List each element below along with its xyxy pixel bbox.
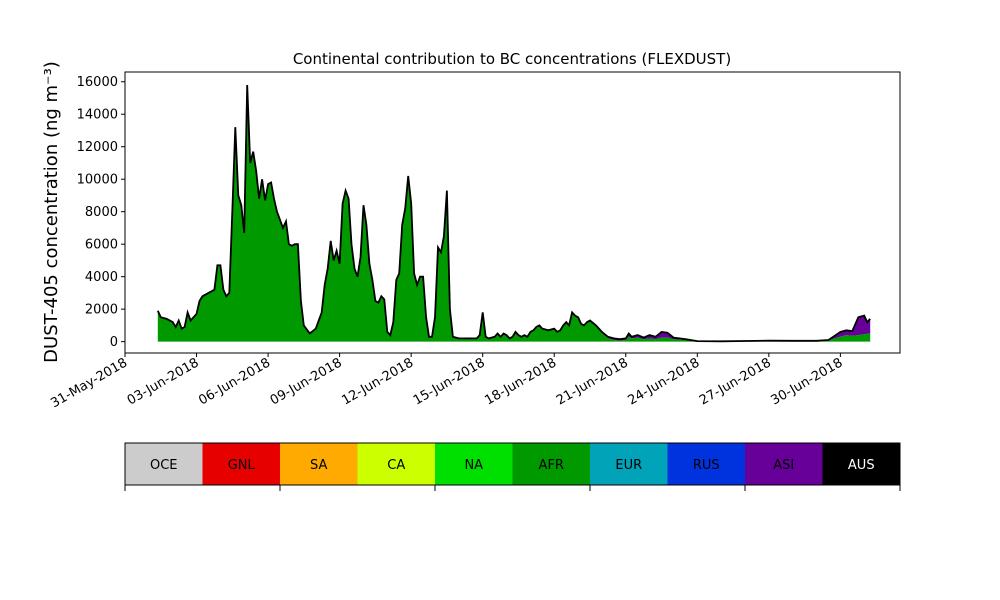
legend-swatch-eur <box>590 443 668 485</box>
legend-label-gnl: GNL <box>228 458 256 473</box>
x-tick-label: 09-Jun-2018 <box>268 355 345 408</box>
y-tick-label: 12000 <box>77 140 118 155</box>
legend-swatch-na <box>435 443 513 485</box>
legend-label-eur: EUR <box>615 458 642 473</box>
plot-frame <box>124 71 901 354</box>
y-tick-label: 14000 <box>77 108 118 123</box>
x-tick-label: 31-May-2018 <box>48 355 130 411</box>
x-tick-label: 12-Jun-2018 <box>339 355 416 408</box>
x-tick-label: 18-Jun-2018 <box>482 355 559 408</box>
y-tick-label: 2000 <box>85 303 118 318</box>
y-tick-label: 6000 <box>85 238 118 253</box>
series-afr-area <box>157 85 871 342</box>
legend-label-ca: CA <box>387 458 405 473</box>
y-tick-label: 16000 <box>77 75 118 90</box>
legend-frame <box>124 442 901 486</box>
series-total-line <box>156 84 871 343</box>
x-tick-label: 27-Jun-2018 <box>697 355 774 408</box>
legend-swatch-oce <box>125 443 203 485</box>
legend-label-na: NA <box>464 458 483 473</box>
x-tick-label: 15-Jun-2018 <box>411 355 488 408</box>
legend-label-sa: SA <box>310 458 327 473</box>
legend-colorbar: OCE GNL SA CA NA AFR EUR RUS ASI AUS <box>124 442 901 491</box>
x-tick-label: 06-Jun-2018 <box>196 355 273 408</box>
legend-swatch-sa <box>280 443 358 485</box>
legend-label-aus: AUS <box>848 458 875 473</box>
x-tick-label: 30-Jun-2018 <box>769 355 846 408</box>
legend-swatch-rus <box>667 443 745 485</box>
legend-swatch-gnl <box>202 443 280 485</box>
legend-label-asi: ASI <box>773 458 794 473</box>
series-layer <box>156 84 871 343</box>
legend-swatch-ca <box>357 443 435 485</box>
x-tick-label: 03-Jun-2018 <box>125 355 202 408</box>
legend-label-oce: OCE <box>150 458 178 473</box>
y-tick-label: 8000 <box>85 205 118 220</box>
legend-swatch-afr <box>512 443 590 485</box>
legend-label-rus: RUS <box>693 458 720 473</box>
y-tick-label: 0 <box>110 335 118 350</box>
y-axis-label: DUST-405 concentration (ng m⁻³) <box>41 61 62 363</box>
x-tick-label: 24-Jun-2018 <box>625 355 702 408</box>
y-tick-label: 4000 <box>85 270 118 285</box>
x-tick-label: 21-Jun-2018 <box>554 355 631 408</box>
axes-layer: 0 2000 4000 6000 8000 10000 12000 14000 16000 31-… <box>48 71 901 411</box>
legend-swatch-aus <box>822 443 900 485</box>
y-tick-label: 10000 <box>77 173 118 188</box>
chart-title: Continental contribution to BC concentra… <box>293 50 731 68</box>
legend-label-afr: AFR <box>539 458 564 473</box>
legend-swatch-asi <box>745 443 823 485</box>
